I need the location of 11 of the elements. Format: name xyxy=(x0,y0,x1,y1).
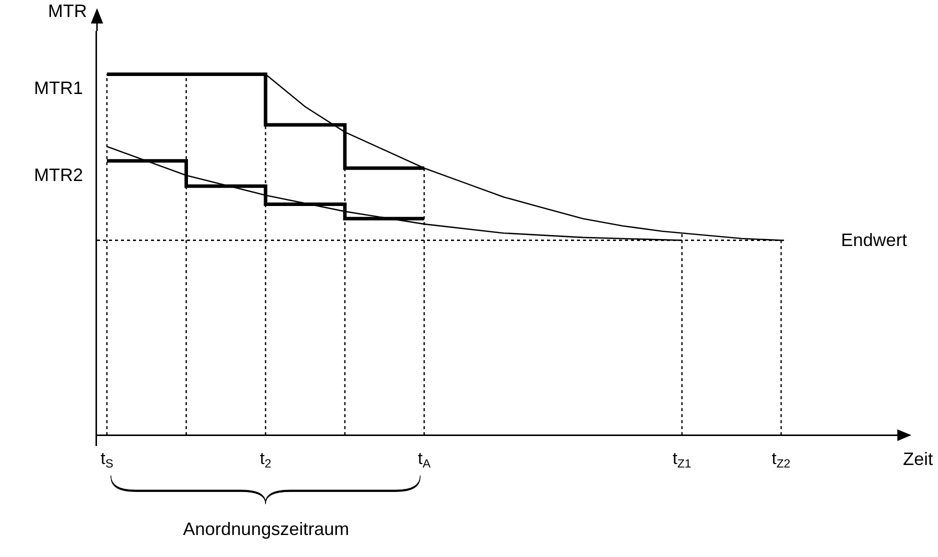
ref-line-label: Endwert xyxy=(841,230,908,250)
series-label: MTR2 xyxy=(34,165,83,185)
x-tick-label: t$_{A}$ xyxy=(418,449,431,471)
x-tick-label: t$_{Z1}$ xyxy=(672,449,692,471)
x-tick-label: t$_{2}$ xyxy=(260,449,272,471)
x-tick-label: t$_{Z2}$ xyxy=(772,449,791,471)
series-label: MTR1 xyxy=(34,78,83,98)
text: Anordnungszeitraum xyxy=(183,519,350,539)
y-axis-title: MTR xyxy=(48,1,87,21)
x-axis-title: Zeit xyxy=(903,449,934,469)
x-tick-label: t$_{S}$ xyxy=(100,449,114,471)
